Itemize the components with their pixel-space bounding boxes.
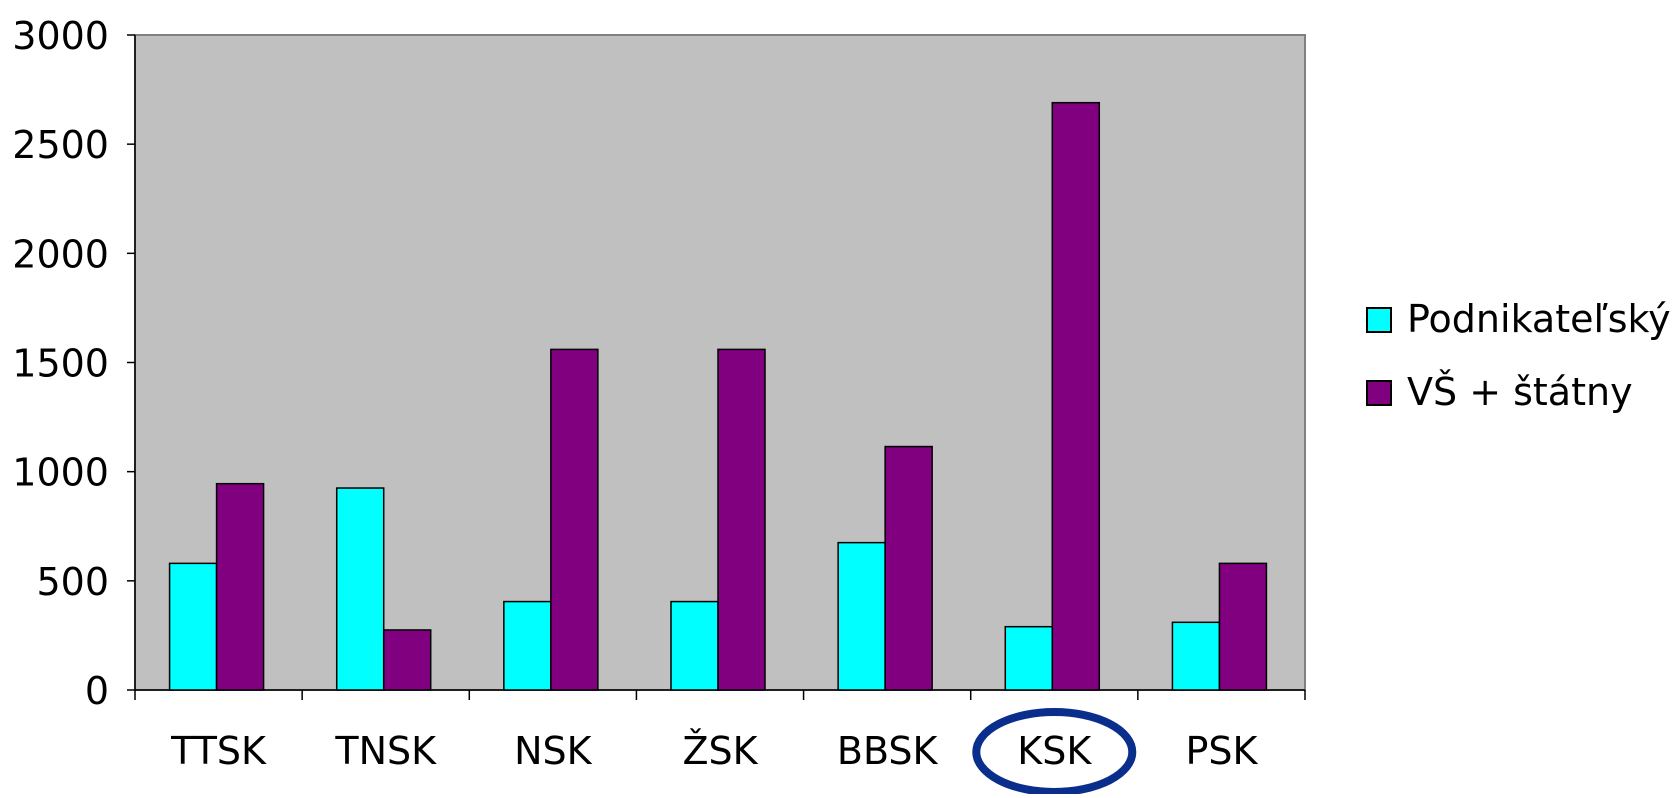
x-tick-label: TNSK (334, 729, 437, 773)
bar-vs-statny-ttsk (215, 482, 265, 691)
y-tick-label: 500 (36, 560, 109, 604)
bar-vs-statny-bbsk (884, 445, 933, 691)
bar-podnikatelsky-žsk (670, 600, 719, 691)
bar-podnikatelsky-bbsk (837, 541, 886, 691)
highlight-ellipse (972, 708, 1137, 796)
legend: Podnikateľský VŠ + štátny (1366, 297, 1671, 414)
bar-podnikatelsky-ksk (1004, 625, 1054, 691)
x-tick-label: KSK (1017, 729, 1092, 773)
x-tick-label: TTSK (170, 729, 267, 773)
y-tick-label: 2500 (12, 123, 109, 167)
bar-vs-statny-ksk (1051, 101, 1101, 691)
bar-vs-statny-nsk (550, 348, 599, 691)
y-tick-label: 3000 (12, 14, 109, 58)
x-tick-label: PSK (1185, 729, 1258, 773)
x-tick-label: BBSK (837, 729, 939, 773)
x-tick-label: NSK (514, 729, 593, 773)
bar-vs-statny-tnsk (382, 629, 432, 691)
bar-vs-statny-žsk (717, 348, 766, 691)
y-tick-label: 1000 (12, 451, 109, 495)
y-tick-label: 2000 (12, 232, 109, 276)
bar-podnikatelsky-tnsk (335, 487, 385, 691)
legend-label: Podnikateľský (1407, 297, 1671, 341)
legend-swatch (1366, 380, 1392, 406)
legend-label: VŠ + štátny (1407, 370, 1633, 414)
bar-podnikatelsky-psk (1171, 621, 1221, 691)
bar-podnikatelsky-ttsk (168, 562, 218, 691)
bar-podnikatelsky-nsk (503, 600, 552, 691)
legend-swatch (1366, 307, 1392, 333)
y-tick-label: 1500 (12, 342, 109, 386)
x-tick-label: ŽSK (682, 729, 758, 773)
y-tick-label: 0 (85, 669, 109, 713)
bar-vs-statny-psk (1218, 562, 1268, 691)
